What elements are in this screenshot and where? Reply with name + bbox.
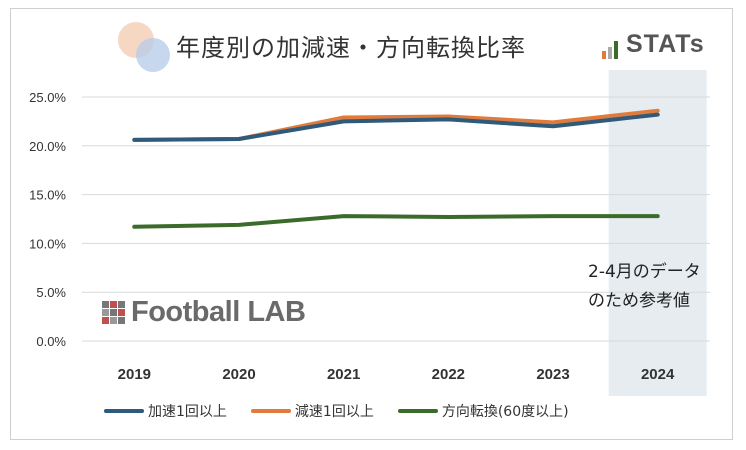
y-tick-label: 0.0% xyxy=(36,334,66,349)
legend-item: 減速1回以上 xyxy=(250,401,374,421)
y-tick-label: 10.0% xyxy=(29,236,66,251)
legend-label: 加速1回以上 xyxy=(148,404,227,420)
x-tick-label: 2021 xyxy=(327,366,360,383)
legend-item: 方向転換(60度以上) xyxy=(397,401,569,421)
legend-swatch xyxy=(104,409,144,413)
annotation-line-2: のため参考値 xyxy=(588,291,690,311)
highlight-band xyxy=(608,70,707,396)
legend-swatch xyxy=(397,409,438,413)
y-tick-label: 25.0% xyxy=(29,90,66,105)
legend-label: 減速1回以上 xyxy=(294,404,374,420)
grid-logo-icon xyxy=(102,301,125,324)
football-lab-text: Football LAB xyxy=(131,296,306,328)
chart-legend: 加速1回以上 減速1回以上 方向転換(60度以上) xyxy=(104,401,593,421)
x-tick-label: 2019 xyxy=(118,366,151,383)
chart-annotation: 2-4月のデータ のため参考値 xyxy=(588,258,701,316)
stats-logo-text: STATs xyxy=(626,30,705,58)
legend-swatch xyxy=(250,409,291,413)
x-tick-label: 2023 xyxy=(536,366,569,383)
title-decoration-icon xyxy=(118,22,178,82)
y-tick-label: 5.0% xyxy=(36,285,66,300)
series-line xyxy=(132,112,660,142)
football-lab-logo: Football LAB xyxy=(102,296,306,329)
x-tick-label: 2020 xyxy=(222,366,255,383)
x-tick-label: 2022 xyxy=(432,366,465,383)
series-line xyxy=(132,214,660,229)
bar-chart-icon xyxy=(602,30,620,59)
annotation-line-1: 2-4月のデータ xyxy=(588,262,701,282)
legend-label: 方向転換(60度以上) xyxy=(441,404,569,420)
x-tick-label: 2024 xyxy=(641,366,675,383)
legend-item: 加速1回以上 xyxy=(104,401,227,421)
stats-logo: STATs xyxy=(602,30,705,59)
y-tick-label: 20.0% xyxy=(29,139,66,154)
chart-title: 年度別の加減速・方向転換比率 xyxy=(176,34,526,62)
y-tick-label: 15.0% xyxy=(29,188,66,203)
